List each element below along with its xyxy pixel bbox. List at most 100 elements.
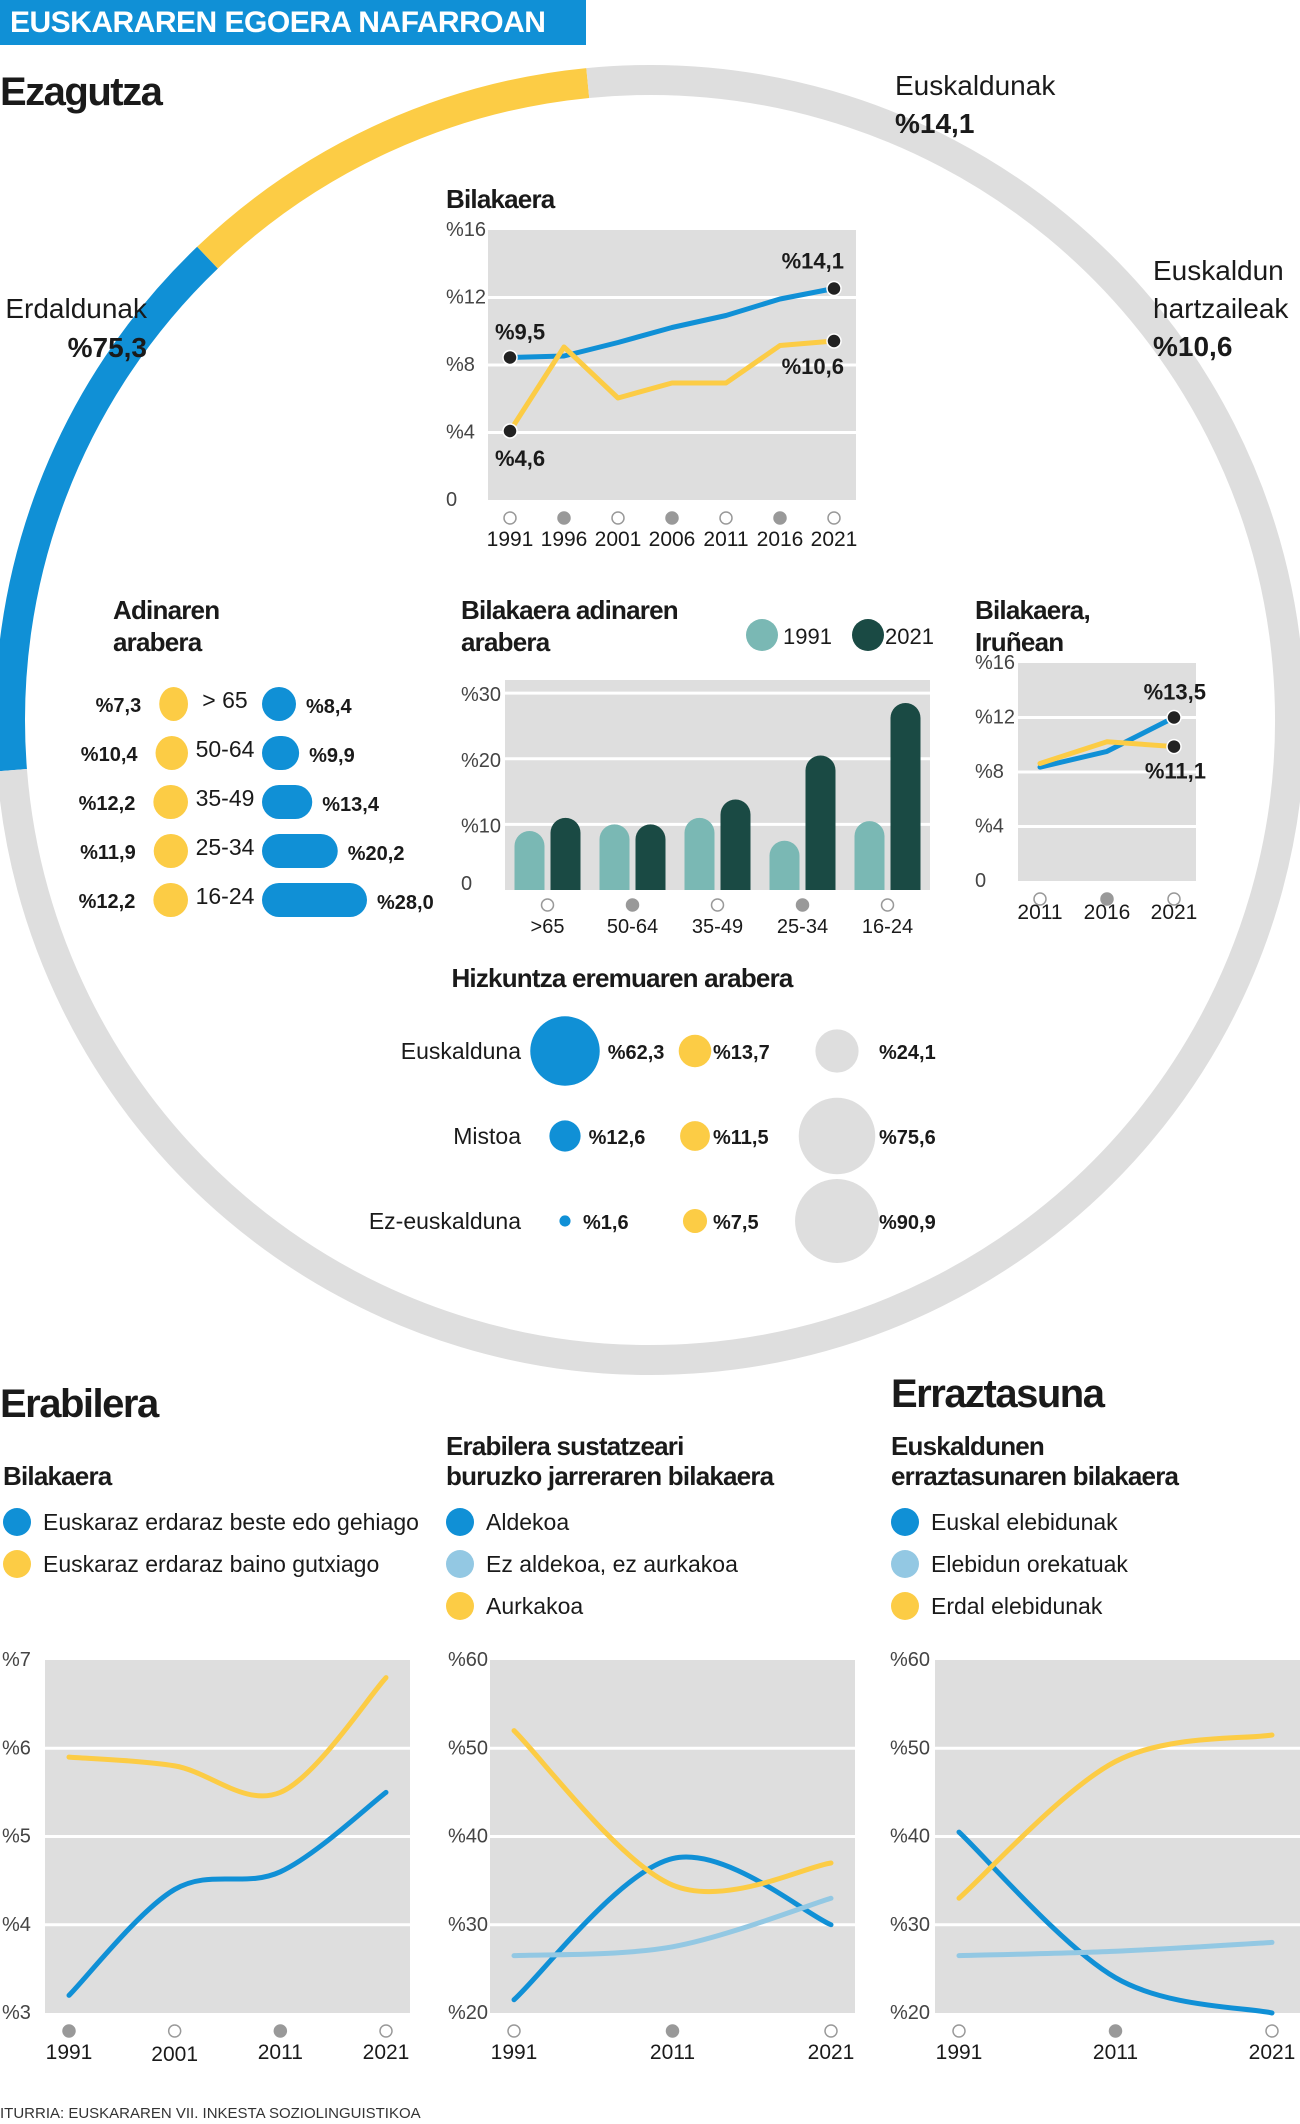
series-line-euskaraz-erdaraz-baino-gutxiago <box>66 1675 389 1799</box>
x-marker <box>507 2024 521 2038</box>
annotation: %9,5 <box>495 320 545 345</box>
jarrera-title-1: Erabilera sustatzeari <box>446 1431 684 1461</box>
x-tick-label: 35-49 <box>692 916 743 938</box>
y-tick-label: %4 <box>975 816 1004 838</box>
x-tick-label: 16-24 <box>862 916 913 938</box>
label-hartzaileak-1: Euskaldun <box>1153 255 1284 286</box>
legend-label-0: Aldekoa <box>486 1509 569 1535</box>
label-euskaldunak: Euskaldunak <box>895 70 1056 101</box>
x-marker <box>1033 892 1047 906</box>
x-tick-label: 1991 <box>487 528 534 551</box>
bar-2021-4 <box>890 702 921 890</box>
bar-1991-2 <box>684 817 715 890</box>
bar-label-yellow: %11,9 <box>80 842 136 864</box>
y-tick-label: %40 <box>448 1826 488 1848</box>
bilakaera-adin-title-1: Bilakaera adinaren <box>461 595 678 625</box>
legend-marker-0 <box>3 1508 31 1536</box>
bar-blue-3 <box>262 834 338 868</box>
donut-segment-1 <box>0 246 218 772</box>
series-line-elebidun-orekatuak <box>956 1939 1275 1959</box>
bar-yellow-1 <box>155 736 188 770</box>
y-tick-label: %30 <box>890 1914 930 1936</box>
bilakaera-adin-title-2: arabera <box>461 627 551 657</box>
bar-base <box>684 875 715 890</box>
y-tick-label: %7 <box>2 1649 31 1671</box>
bar-2021-1 <box>635 824 666 890</box>
bubble-blue-2 <box>559 1215 571 1227</box>
x-tick-label: 1991 <box>491 2041 538 2064</box>
bubble-label: %1,6 <box>583 1212 629 1234</box>
y-tick-label: %16 <box>446 219 486 241</box>
bar-base <box>635 875 666 890</box>
label-hartzaileak-2: hartzaileak <box>1153 293 1289 324</box>
x-tick-label: 2021 <box>811 528 858 551</box>
bar-base <box>890 875 921 890</box>
x-tick-label: 1991 <box>46 2041 93 2064</box>
x-marker <box>273 2024 288 2038</box>
legend-marker-0 <box>891 1508 919 1536</box>
row-label-2: Ez-euskalduna <box>369 1208 521 1234</box>
y-tick-label: %20 <box>461 750 501 772</box>
row-label-1: Mistoa <box>453 1123 521 1149</box>
x-tick-label: >65 <box>531 916 565 938</box>
x-marker <box>540 898 555 912</box>
erraztasuna-title-2: erraztasunaren bilakaera <box>891 1461 1180 1491</box>
x-tick-label: 2011 <box>1093 2041 1138 2064</box>
value-euskaldunak: %14,1 <box>895 108 974 139</box>
data-point <box>826 333 842 349</box>
annotation: %4,6 <box>495 446 545 471</box>
x-marker <box>824 2024 838 2038</box>
header-banner: EUSKARAREN EGOERA NAFARROAN <box>0 0 586 45</box>
series-line-aurkakoa <box>511 1728 834 1895</box>
y-tick-label: %60 <box>890 1649 930 1671</box>
age-label: 35-49 <box>196 785 255 811</box>
series-line-euskaraz-erdaraz-beste-edo-gehiago <box>66 1789 389 1998</box>
hizkuntza-title: Hizkuntza eremuaren arabera <box>451 963 793 993</box>
bar-yellow-0 <box>159 687 188 721</box>
bubble-yellow-0 <box>678 1034 712 1068</box>
age-label: > 65 <box>202 687 247 713</box>
legend-label-0: Euskaraz erdaraz beste edo gehiago <box>43 1509 419 1535</box>
y-tick-label: %20 <box>890 2002 930 2024</box>
iruna-title-1: Bilakaera, <box>975 595 1090 625</box>
erraztasuna-title-1: Euskaldunen <box>891 1431 1044 1461</box>
x-marker <box>611 511 625 525</box>
x-marker <box>795 898 810 912</box>
y-tick-label: 0 <box>446 489 457 511</box>
bar-2021-3 <box>805 755 836 890</box>
series-line-yellow <box>507 338 837 434</box>
chart-jarrera <box>490 1660 855 2038</box>
bar-yellow-3 <box>153 834 188 868</box>
data-point <box>502 423 518 439</box>
data-point <box>1166 709 1182 726</box>
bar-label-blue: %9,9 <box>309 745 355 767</box>
adinaren-title-1: Adinaren <box>113 595 219 625</box>
legend-marker-2 <box>891 1592 919 1620</box>
data-point <box>502 349 518 366</box>
series-line-erdal-elebidunak <box>956 1732 1275 1901</box>
x-tick-label: 2016 <box>1084 901 1131 924</box>
legend-label-0: Euskal elebidunak <box>931 1509 1118 1535</box>
y-tick-label: %4 <box>446 422 475 444</box>
x-marker <box>167 2024 182 2038</box>
jarrera-title-2: buruzko jarreraren bilakaera <box>446 1461 775 1491</box>
bar-label-blue: %28,0 <box>377 892 434 914</box>
x-tick-label: 25-34 <box>777 916 828 938</box>
y-tick-label: %60 <box>448 1649 488 1671</box>
legend-label-1: Euskaraz erdaraz baino gutxiago <box>43 1551 379 1577</box>
x-tick-label: 2021 <box>1151 901 1198 924</box>
source-note: ITURRIA: EUSKARAREN VII. INKESTA SOZIOLI… <box>0 2105 421 2122</box>
legend-marker-0 <box>446 1508 474 1536</box>
bubble-label: %11,5 <box>713 1127 769 1149</box>
x-tick-label: 1996 <box>541 528 588 551</box>
x-tick-label: 2006 <box>649 528 696 551</box>
annotation: %11,1 <box>1145 759 1206 784</box>
bar-2021-0 <box>550 817 581 890</box>
y-tick-label: %16 <box>975 652 1015 674</box>
erabilera-title: Bilakaera <box>3 1461 113 1491</box>
bar-yellow-2 <box>153 785 188 819</box>
bar-2021-2 <box>720 799 751 890</box>
bar-1991-4 <box>854 821 885 890</box>
bar-base <box>805 875 836 890</box>
legend-label-1991: 1991 <box>783 624 832 649</box>
